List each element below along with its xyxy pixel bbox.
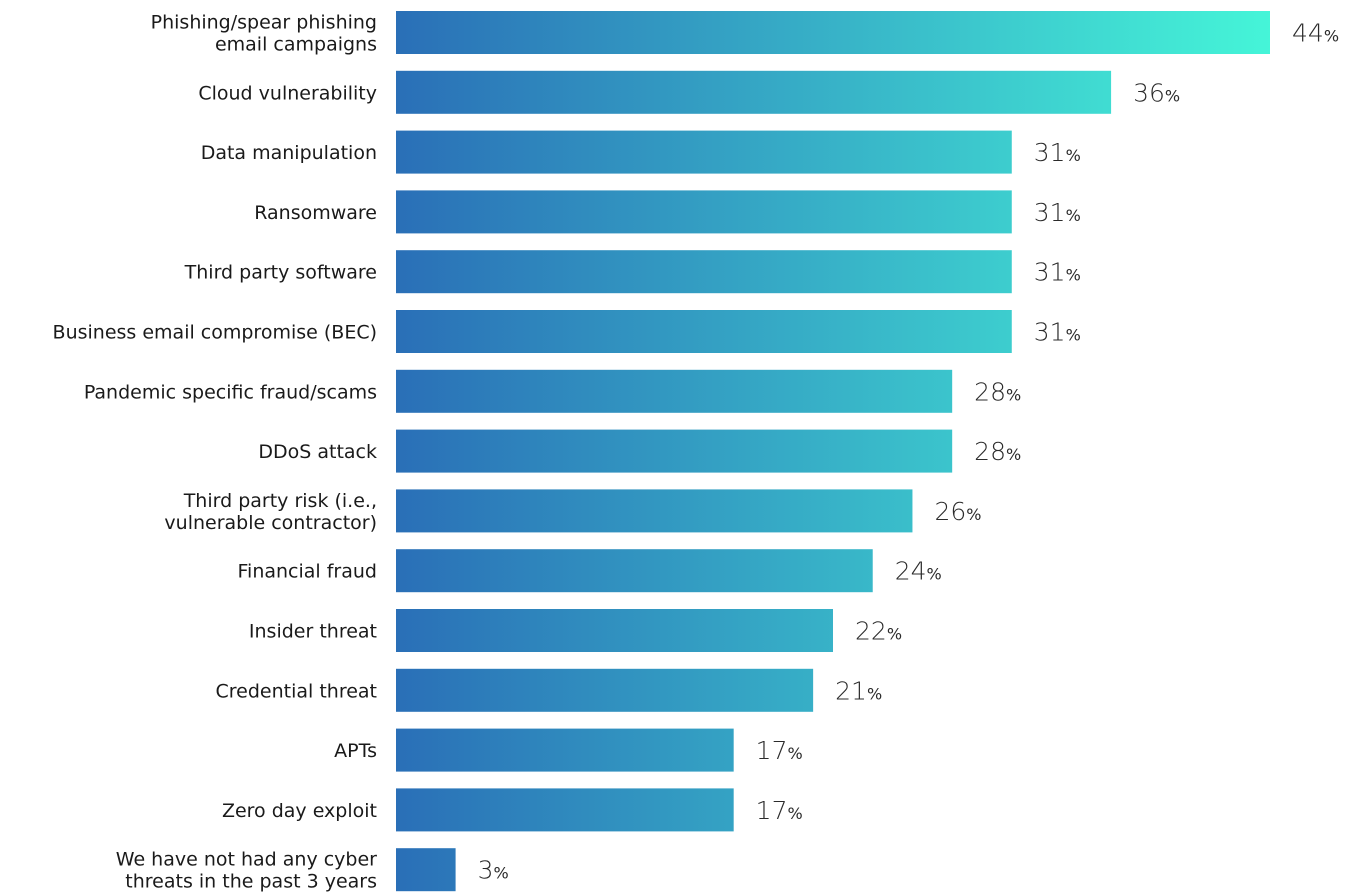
- value-label-13: 17%: [756, 736, 803, 765]
- category-label-12: Credential threat: [216, 680, 378, 702]
- bar-8: [396, 429, 953, 473]
- category-label-8: DDoS attack: [258, 441, 377, 463]
- bar-2: [396, 70, 1112, 114]
- value-label-5: 31%: [1034, 258, 1081, 287]
- bar-9: [396, 489, 913, 533]
- category-label-10: Financial fraud: [238, 561, 378, 583]
- category-label-5: Third party software: [184, 262, 377, 284]
- value-label-4: 31%: [1034, 198, 1081, 227]
- bar-15: [396, 848, 456, 892]
- value-label-12: 21%: [835, 676, 882, 705]
- bar-4: [396, 190, 1012, 234]
- value-label-15: 3%: [478, 856, 509, 885]
- bar-12: [396, 668, 814, 712]
- bar-5: [396, 250, 1012, 294]
- category-label-14: Zero day exploit: [222, 800, 377, 822]
- category-label-3: Data manipulation: [201, 142, 377, 164]
- value-label-11: 22%: [855, 617, 902, 646]
- category-label-11: Insider threat: [249, 621, 377, 643]
- bar-13: [396, 728, 734, 772]
- value-label-10: 24%: [895, 557, 942, 586]
- category-label-9: Third party risk (i.e., vulnerable contra…: [164, 490, 377, 534]
- value-label-3: 31%: [1034, 138, 1081, 167]
- value-label-8: 28%: [974, 437, 1021, 466]
- bar-6: [396, 310, 1012, 353]
- bar-14: [396, 788, 734, 832]
- bars-group: [396, 11, 1270, 892]
- value-labels-group: 44% 36% 31% 31% 31% 31% 28% 28% 26% 24% 22% 21% 17% 1…: [478, 19, 1339, 885]
- category-label-1: Phishing/spear phishing email campaigns: [151, 12, 377, 56]
- category-label-7: Pandemic specific fraud/scams: [84, 381, 377, 403]
- value-label-1: 44%: [1292, 19, 1339, 48]
- bar-1: [396, 11, 1270, 54]
- value-label-9: 26%: [934, 497, 981, 526]
- value-label-2: 36%: [1133, 78, 1180, 107]
- bar-10: [396, 549, 873, 593]
- bar-7: [396, 369, 953, 413]
- category-label-15: We have not had any cyber threats in the …: [116, 849, 377, 893]
- category-labels-group: Phishing/spear phishing email campaigns Cl…: [53, 12, 378, 893]
- category-label-13: APTs: [334, 740, 377, 762]
- value-label-7: 28%: [974, 377, 1021, 406]
- category-label-6: Business email compromise (BEC): [53, 322, 377, 344]
- value-label-14: 17%: [756, 796, 803, 825]
- category-label-2: Cloud vulnerability: [198, 82, 377, 104]
- category-label-4: Ransomware: [254, 202, 377, 224]
- bar-3: [396, 130, 1012, 174]
- value-label-6: 31%: [1034, 318, 1081, 347]
- bar-11: [396, 609, 833, 652]
